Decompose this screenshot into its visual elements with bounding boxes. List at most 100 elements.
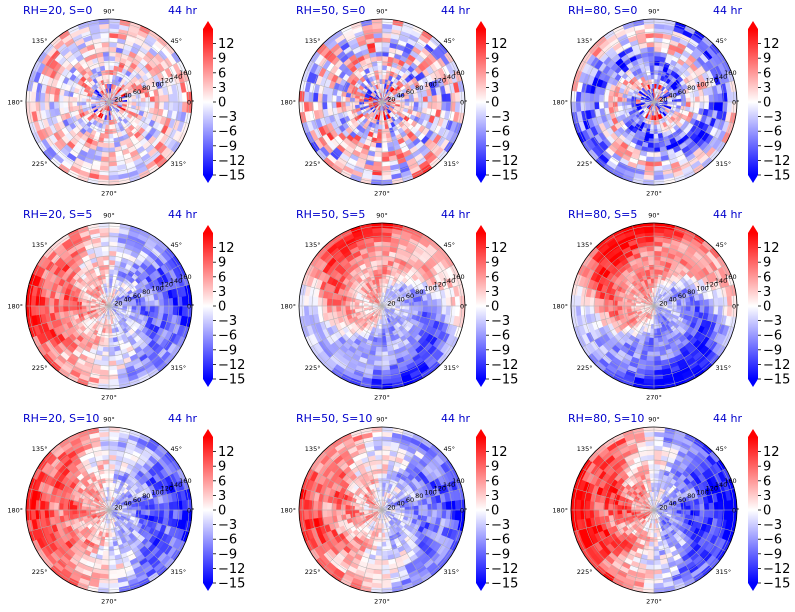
heatmap-cell — [708, 101, 715, 111]
heatmap-cell — [422, 305, 429, 313]
angular-gridline — [108, 101, 131, 183]
radial-tick-label: 20 — [387, 299, 395, 307]
colorbar-gradient — [748, 29, 758, 175]
panel-time-label: 44 hr — [168, 4, 197, 17]
angle-tick-label: 225° — [32, 160, 48, 168]
radial-tick-label: 160 — [179, 69, 191, 77]
radial-tick-label: 60 — [678, 88, 686, 96]
heatmap-cell — [651, 319, 655, 325]
angle-tick-label: 270° — [101, 190, 117, 198]
radial-tick-label: 20 — [387, 95, 395, 103]
colorbar-tick-label: −12 — [218, 358, 245, 373]
heatmap-cell — [145, 96, 151, 103]
angle-tick-label: 180° — [552, 99, 568, 107]
heatmap-cell — [149, 95, 156, 103]
heatmap-cell — [373, 245, 383, 252]
heatmap-cell — [358, 98, 365, 103]
angular-gridline — [108, 60, 182, 103]
angle-tick-label: 90° — [648, 8, 660, 16]
heatmap-cell — [431, 94, 438, 103]
angle-tick-label: 225° — [305, 160, 321, 168]
angle-tick-label: 45° — [716, 37, 728, 45]
radial-tick-label: 60 — [406, 88, 414, 96]
angle-tick-label: 0° — [460, 99, 467, 107]
radial-tick-label: 160 — [724, 69, 736, 77]
colorbar-gradient — [476, 233, 486, 379]
heatmap-cell — [363, 303, 369, 307]
panel-title: RH=20, S=5 — [23, 208, 92, 221]
panel-time-label: 44 hr — [441, 208, 470, 221]
heatmap-cell — [131, 305, 138, 310]
heatmap-cell — [650, 119, 655, 126]
heatmap-cell — [100, 245, 110, 252]
heatmap-cell — [374, 46, 383, 53]
heatmap-cell — [71, 300, 78, 307]
angular-gridline — [108, 43, 168, 103]
colorbar-tick-label: −9 — [218, 343, 237, 358]
heatmap-cell — [598, 94, 605, 103]
angular-gridline — [108, 101, 151, 175]
heatmap-cell — [399, 305, 406, 310]
heatmap-cell — [108, 41, 118, 48]
heatmap-cell — [375, 259, 383, 266]
heatmap-cell — [62, 305, 69, 313]
colorbar-gradient — [476, 29, 486, 175]
heatmap-cell — [598, 101, 605, 110]
colorbar-tick-label: 0 — [218, 300, 226, 315]
colorbar-tick-label: −9 — [491, 139, 510, 154]
heatmap-cell — [158, 298, 165, 307]
heatmap-cell — [653, 156, 663, 163]
heatmap-cell — [646, 46, 655, 53]
heatmap-cell — [80, 302, 87, 307]
heatmap-cell — [122, 305, 128, 309]
heatmap-cell — [340, 96, 346, 103]
heatmap-cell — [358, 302, 365, 307]
heatmap-cell — [612, 101, 618, 108]
heatmap-cell — [418, 300, 424, 307]
heatmap-cell — [103, 342, 110, 348]
heatmap-cell — [418, 305, 424, 312]
heatmap-cell — [131, 101, 138, 106]
colorbar-tick-label: 6 — [218, 66, 226, 81]
polar-panel: 20 40 60 80 10012014016090°45°0°315°270°225°… — [280, 4, 470, 198]
heatmap-cell — [653, 60, 660, 66]
angle-tick-label: 315° — [171, 160, 187, 168]
heatmap-cell — [671, 101, 678, 106]
colorbar-tick-label: 3 — [218, 285, 226, 300]
heatmap-cell — [378, 119, 383, 126]
angular-gridline — [67, 29, 110, 103]
colorbar-tick-label: 12 — [763, 37, 780, 52]
heatmap-cell — [335, 95, 342, 103]
colorbar-tick-label: 0 — [218, 96, 226, 111]
heatmap-cell — [381, 342, 388, 348]
heatmap-cell — [108, 360, 118, 367]
heatmap-cell — [374, 151, 383, 158]
angle-tick-label: 180° — [280, 303, 296, 311]
angle-tick-label: 315° — [716, 160, 732, 168]
heatmap-cell — [703, 101, 710, 110]
heatmap-cell — [108, 268, 115, 275]
radial-tick-label: 80 — [415, 84, 423, 92]
heatmap-cell — [101, 151, 110, 158]
radial-tick-label: 60 — [406, 292, 414, 300]
radial-tick-label: 100 — [151, 80, 163, 88]
heatmap-cell — [422, 299, 429, 307]
colorbar-extend-max — [748, 21, 758, 29]
heatmap-cell — [630, 302, 637, 307]
heatmap-cell — [163, 93, 170, 103]
colorbar-tick-label: −9 — [491, 343, 510, 358]
heatmap-cell — [149, 305, 156, 313]
heatmap-cell — [145, 101, 151, 108]
heatmap-cell — [108, 138, 115, 144]
heatmap-cell — [625, 302, 632, 307]
heatmap-cell — [645, 41, 655, 48]
heatmap-cell — [653, 78, 658, 85]
radial-tick-label: 160 — [452, 273, 464, 281]
colorbar-tick-label: −12 — [218, 154, 245, 169]
heatmap-cell — [321, 101, 328, 111]
colorbar-tick-label: −15 — [763, 169, 790, 184]
colorbar-tick-label: 9 — [218, 256, 226, 271]
radial-tick-label: 60 — [133, 88, 141, 96]
heatmap-cell — [62, 101, 69, 109]
